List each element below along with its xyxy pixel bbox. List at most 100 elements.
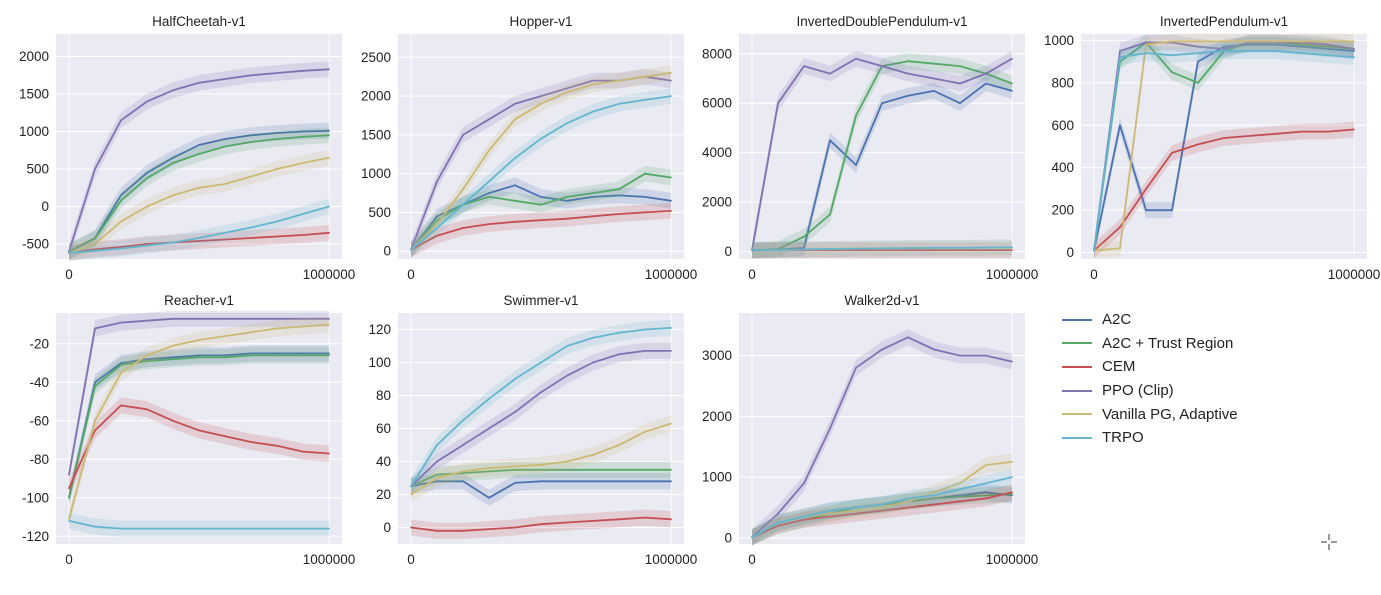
y-tick-label: -40: [29, 375, 49, 390]
x-tick-label: 0: [65, 552, 73, 567]
data-point-cem: [618, 213, 620, 215]
data-point-a2c: [644, 196, 646, 198]
data-point-cem: [907, 249, 909, 252]
data-point-cem: [436, 529, 438, 532]
y-tick-label: 800: [1051, 75, 1074, 90]
data-point-vanilla-pg-adaptive: [224, 183, 226, 185]
data-point-a2c-trust-region: [1327, 45, 1329, 48]
data-point-trpo: [146, 527, 148, 530]
data-point-ppo-clip: [855, 57, 857, 60]
data-point-vanilla-pg-adaptive: [644, 75, 646, 78]
data-point-trpo: [250, 527, 252, 530]
chart-title: InvertedPendulum-v1: [1160, 14, 1288, 29]
data-point-vanilla-pg-adaptive: [94, 243, 96, 245]
data-point-trpo: [94, 525, 96, 528]
plot-area: [398, 34, 684, 259]
data-point-trpo: [803, 515, 805, 518]
data-point-ppo-clip: [1353, 48, 1355, 50]
data-point-cem: [68, 487, 70, 490]
data-point-a2c-trust-region: [540, 468, 542, 471]
data-point-trpo: [68, 252, 70, 254]
data-point-ppo-clip: [68, 473, 70, 476]
data-point-vanilla-pg-adaptive: [488, 467, 490, 469]
data-point-cem: [514, 220, 516, 223]
data-point-vanilla-pg-adaptive: [328, 156, 330, 159]
data-point-trpo: [803, 248, 805, 251]
data-point-vanilla-pg-adaptive: [146, 354, 148, 357]
y-tick-label: 2000: [702, 195, 732, 210]
data-point-ppo-clip: [1197, 45, 1199, 48]
data-point-cem: [829, 515, 831, 518]
chart-hopper-v1: 0 500 1000 1500 2000 2500 0 1000000 Hopper-v1: [361, 14, 697, 282]
data-point-vanilla-pg-adaptive: [881, 506, 883, 509]
data-point-a2c: [1011, 90, 1013, 92]
data-point-ppo-clip: [540, 391, 542, 394]
y-tick-label: -60: [29, 413, 49, 428]
data-point-ppo-clip: [224, 317, 226, 320]
data-point-cem: [959, 249, 961, 252]
y-tick-label: 1000: [702, 470, 732, 485]
legend-swatch-a2c-trust-region: [1062, 342, 1092, 345]
data-point-trpo: [644, 99, 646, 101]
data-point-cem: [120, 404, 122, 407]
data-point-a2c: [1353, 50, 1355, 52]
legend-swatch-a2c: [1062, 318, 1092, 321]
data-point-trpo: [514, 378, 516, 380]
data-point-vanilla-pg-adaptive: [1171, 40, 1173, 43]
data-point-ppo-clip: [146, 100, 148, 103]
data-point-a2c-trust-region: [146, 177, 148, 179]
data-point-trpo: [881, 247, 883, 250]
data-point-a2c-trust-region: [172, 162, 174, 164]
data-point-a2c-trust-region: [1011, 82, 1013, 85]
data-point-a2c: [120, 362, 122, 364]
legend-label-a2c-trust-region: A2C + Trust Region: [1102, 334, 1234, 352]
data-point-a2c-trust-region: [566, 468, 568, 471]
legend: A2C A2C + Trust Region CEM PPO (Clip) Va…: [1062, 308, 1292, 450]
data-point-cem: [302, 450, 304, 453]
data-point-a2c-trust-region: [328, 134, 330, 137]
y-tick-label: 100: [368, 355, 391, 370]
data-point-cem: [94, 429, 96, 432]
data-point-trpo: [488, 397, 490, 400]
data-point-vanilla-pg-adaptive: [566, 460, 568, 463]
data-point-ppo-clip: [514, 102, 516, 105]
data-point-cem: [224, 238, 226, 241]
data-point-trpo: [1223, 50, 1225, 52]
data-point-trpo: [328, 527, 330, 530]
data-point-cem: [618, 518, 620, 521]
data-point-trpo: [751, 536, 753, 539]
legend-label-a2c: A2C: [1102, 311, 1132, 329]
data-point-vanilla-pg-adaptive: [172, 194, 174, 197]
data-point-cem: [959, 500, 961, 503]
data-point-trpo: [1327, 54, 1329, 57]
data-point-trpo: [592, 336, 594, 339]
y-tick-label: 8000: [702, 46, 732, 61]
y-tick-label: 2000: [361, 89, 391, 104]
data-point-a2c: [829, 139, 831, 142]
band-trpo: [69, 512, 329, 537]
data-point-vanilla-pg-adaptive: [146, 205, 148, 208]
band-trpo: [1094, 43, 1354, 259]
data-point-a2c: [933, 90, 935, 92]
data-point-ppo-clip: [670, 79, 672, 82]
data-point-ppo-clip: [302, 69, 304, 72]
data-point-cem: [436, 234, 438, 237]
data-point-a2c: [276, 352, 278, 355]
data-point-ppo-clip: [907, 336, 909, 339]
data-point-vanilla-pg-adaptive: [566, 91, 568, 94]
data-point-ppo-clip: [829, 72, 831, 75]
y-tick-label: -500: [22, 237, 49, 252]
data-point-a2c-trust-region: [276, 354, 278, 357]
data-point-a2c-trust-region: [644, 468, 646, 471]
data-point-a2c-trust-region: [592, 468, 594, 471]
data-point-vanilla-pg-adaptive: [172, 344, 174, 347]
data-point-trpo: [172, 527, 174, 530]
data-point-a2c: [224, 354, 226, 357]
data-point-cem: [985, 249, 987, 252]
legend-swatch-vanilla-pg-adaptive: [1062, 413, 1092, 416]
band-a2c-trust-region: [752, 486, 1012, 546]
y-tick-label: 1000: [1044, 33, 1074, 48]
data-point-vanilla-pg-adaptive: [855, 509, 857, 512]
crosshair-cursor-icon: [1321, 534, 1337, 550]
data-point-cem: [276, 235, 278, 238]
